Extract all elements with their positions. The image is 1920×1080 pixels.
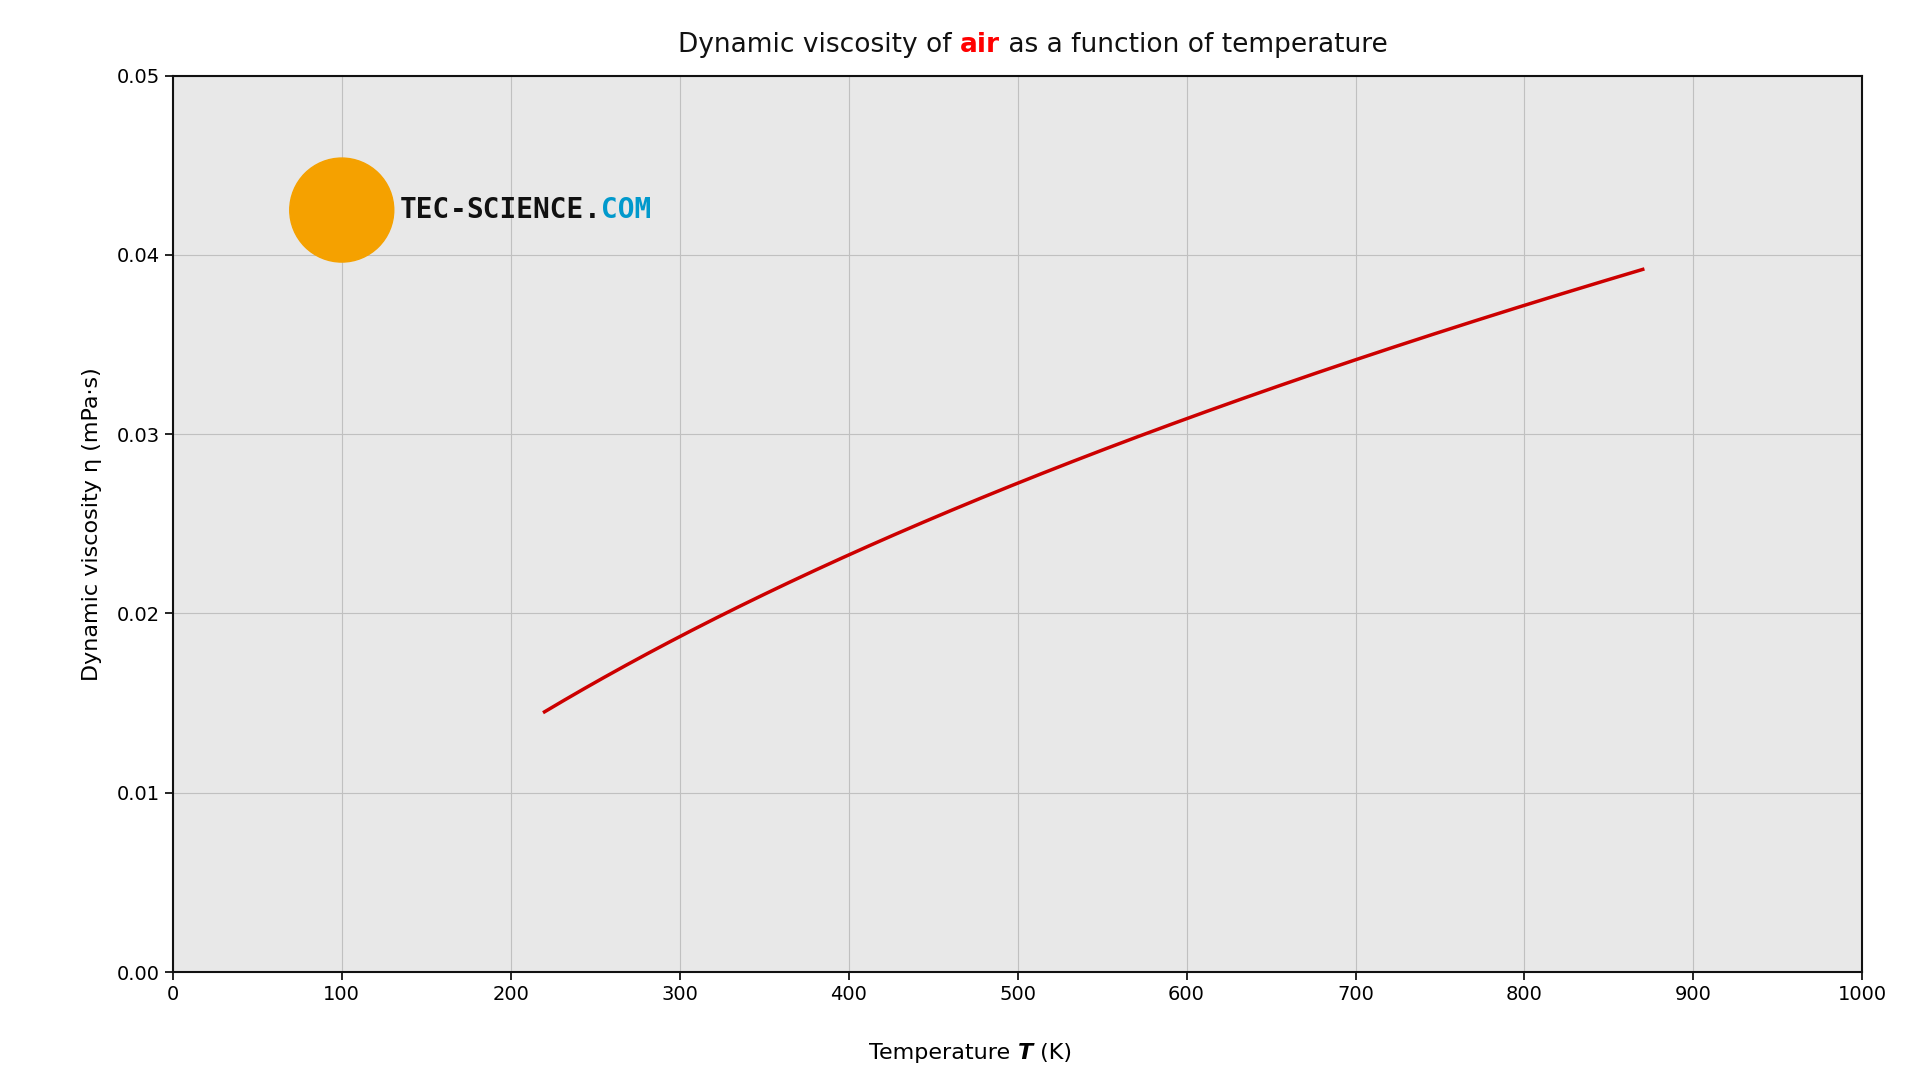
Text: COM: COM [601,197,651,224]
Text: -: - [449,197,467,224]
Text: air: air [960,32,1000,58]
Text: (K): (K) [1033,1043,1071,1063]
Text: T: T [1018,1043,1033,1063]
Text: SCIENCE: SCIENCE [467,197,584,224]
Text: Dynamic viscosity of: Dynamic viscosity of [678,32,960,58]
Text: as a function of temperature: as a function of temperature [1000,32,1388,58]
Text: Temperature: Temperature [870,1043,1018,1063]
Text: .: . [584,197,601,224]
Text: TEC: TEC [399,197,449,224]
Y-axis label: Dynamic viscosity η (mPa·s): Dynamic viscosity η (mPa·s) [83,367,102,680]
